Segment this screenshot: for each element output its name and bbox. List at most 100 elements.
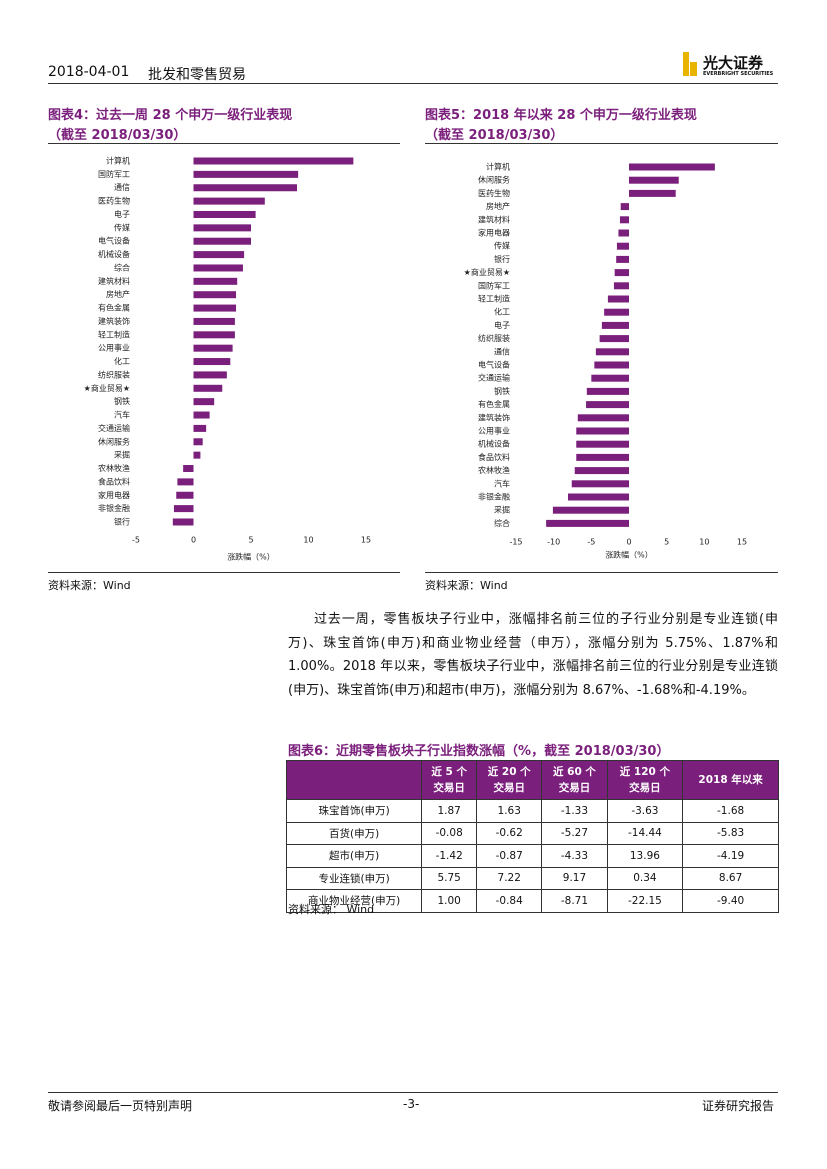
table-cell: -0.87 — [476, 844, 543, 868]
y-tick-label: 休闲服务 — [478, 175, 510, 185]
table-cell: 1.00 — [421, 889, 478, 913]
y-tick-label: 农林牧渔 — [98, 463, 130, 473]
x-tick-label: 15 — [737, 538, 747, 547]
bar — [193, 251, 245, 259]
y-tick-label: 采掘 — [494, 505, 510, 515]
figure-rule — [48, 572, 400, 573]
bar — [193, 358, 231, 366]
paragraph: 过去一周，零售板块子行业中，涨幅排名前三位的子行业分别是专业连锁(申万)、珠宝首… — [288, 612, 778, 698]
y-tick-label: 食品饮料 — [478, 452, 510, 462]
table-cell: -5.27 — [541, 821, 608, 845]
y-tick-label: 化工 — [494, 307, 510, 317]
bar — [193, 317, 235, 325]
bar — [193, 331, 235, 339]
x-tick-label: 0 — [191, 536, 196, 545]
header-section: 批发和零售贸易 — [148, 67, 246, 83]
y-tick-label: 房地产 — [106, 289, 130, 299]
y-tick-label: 银行 — [494, 254, 510, 264]
source: 资料来源：Wind — [425, 579, 508, 592]
y-tick-label: 采掘 — [114, 450, 130, 460]
table-source: 资料来源： Wind — [288, 903, 375, 916]
footer-left: 敬请参阅最后一页特别声明 — [48, 1099, 193, 1113]
bar — [576, 440, 629, 448]
charts: -5 0 5 10 15涨跌幅（%）计算机国防军工通信医药生物电子传媒电气设备机械设备综… — [84, 156, 747, 562]
bar — [193, 157, 354, 165]
table-cell: 珠宝首饰(申万) — [285, 799, 423, 823]
y-tick-label: 公用事业 — [98, 343, 130, 353]
bar — [629, 163, 715, 171]
x-tick-label: 5 — [664, 538, 669, 547]
y-tick-label: 轻工制造 — [478, 294, 510, 304]
y-tick-label: 休闲服务 — [98, 436, 130, 446]
bar — [620, 203, 629, 211]
y-tick-label: 房地产 — [486, 201, 510, 211]
table-cell: -0.08 — [421, 821, 478, 845]
figure-subtitle: （截至 2018/03/30） — [48, 128, 187, 143]
y-tick-label: 交通运输 — [478, 373, 510, 383]
bar — [576, 427, 629, 435]
bar — [618, 229, 629, 237]
bar — [616, 242, 629, 250]
y-tick-label: 国防军工 — [478, 280, 510, 290]
x-axis-title: 涨跌幅（%） — [605, 550, 653, 560]
table-cell: -0.84 — [476, 889, 543, 913]
bar — [616, 255, 629, 263]
bar — [176, 491, 194, 499]
header-cell: 近 60 个 交易日 — [541, 760, 608, 800]
y-tick-label: 化工 — [114, 356, 130, 366]
y-tick-label: 建筑装饰 — [98, 316, 130, 326]
logo-english: EVERBRIGHT SECURITIES — [703, 71, 774, 77]
header-date: 2018-04-01 — [48, 64, 130, 80]
header-cell — [285, 760, 423, 800]
table-cell: 7.22 — [476, 866, 543, 890]
y-tick-label: 建筑装饰 — [478, 412, 510, 422]
table-cell: 1.63 — [476, 799, 543, 823]
y-tick-label: 综合 — [114, 262, 130, 272]
bar — [193, 224, 251, 232]
y-tick-label: 机械设备 — [98, 249, 130, 259]
y-tick-label: 传媒 — [494, 241, 510, 251]
y-tick-label: ★商业贸易★ — [464, 267, 510, 277]
x-tick-label: 10 — [699, 538, 709, 547]
bar — [193, 170, 299, 178]
x-axis-title: 涨跌幅（%） — [227, 552, 275, 562]
bar — [193, 264, 243, 272]
y-tick-label: 非银金融 — [98, 503, 130, 513]
table-cell: 13.96 — [606, 844, 684, 868]
table-row: 百货(申万) -0.08 -0.62 -5.27 -14.44 -5.83 — [285, 821, 779, 845]
bar — [629, 189, 676, 197]
y-tick-label: 机械设备 — [478, 439, 510, 449]
bar — [193, 291, 237, 299]
y-tick-label: 国防军工 — [98, 169, 130, 179]
x-tick-label: 5 — [248, 536, 253, 545]
bar — [591, 374, 629, 382]
y-tick-label: 电子 — [114, 209, 130, 219]
y-tick-label: 有色金属 — [98, 303, 130, 313]
header-cell: 近 20 个 交易日 — [476, 760, 543, 800]
y-tick-label: 非银金融 — [478, 492, 510, 502]
bar — [193, 344, 233, 352]
table-cell: 百货(申万) — [285, 821, 423, 845]
footer-rule — [48, 1092, 778, 1093]
bar — [613, 282, 629, 290]
x-tick-label: -5 — [132, 536, 140, 545]
bar — [614, 269, 629, 277]
y-tick-label: 电子 — [494, 320, 510, 330]
bar — [586, 401, 629, 409]
table-cell: -0.62 — [476, 821, 543, 845]
bar — [619, 216, 629, 224]
y-tick-label: 轻工制造 — [98, 329, 130, 339]
y-tick-label: 食品饮料 — [98, 476, 130, 486]
y-tick-label: 医药生物 — [98, 196, 130, 206]
table-cell: -8.71 — [541, 889, 608, 913]
table-cell: 超市(申万) — [285, 844, 423, 868]
y-tick-label: 纺织服装 — [478, 333, 510, 343]
y-tick-label: 交通运输 — [98, 423, 130, 433]
y-tick-label: 电气设备 — [98, 236, 130, 246]
y-tick-label: 农林牧渔 — [478, 465, 510, 475]
table-cell: 1.87 — [421, 799, 478, 823]
header-cell: 近 5 个 交易日 — [421, 760, 478, 800]
y-tick-label: 钢铁 — [494, 386, 510, 396]
table-cell: 9.17 — [541, 866, 608, 890]
y-tick-label: 建筑材料 — [478, 214, 510, 224]
